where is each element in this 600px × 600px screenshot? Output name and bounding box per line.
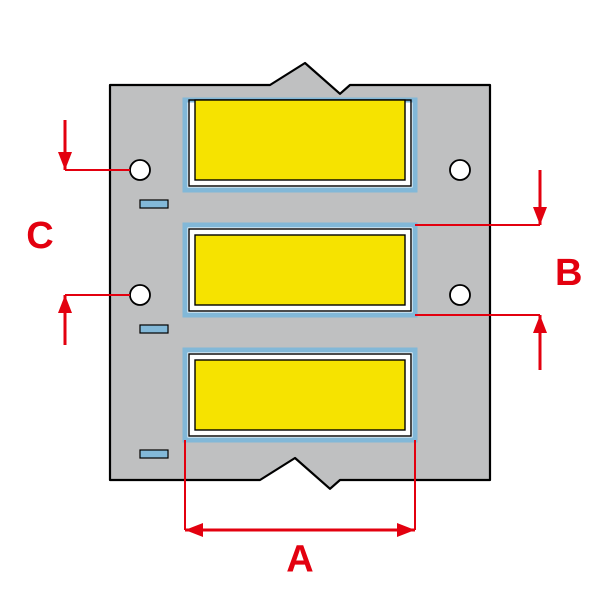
sprocket-hole-2-left	[130, 285, 150, 305]
reg-mark-3	[140, 450, 168, 458]
label-yellow-3	[195, 360, 405, 430]
sprocket-hole-1-left	[130, 160, 150, 180]
label-spec-diagram: C B A	[0, 0, 600, 600]
label-yellow-1	[195, 100, 405, 180]
label-yellow-2	[195, 235, 405, 305]
sprocket-hole-2-right	[450, 285, 470, 305]
dim-label-c: C	[26, 215, 53, 257]
dim-label-b: B	[555, 252, 582, 294]
reg-mark-2	[140, 325, 168, 333]
reg-mark-1	[140, 200, 168, 208]
dim-label-a: A	[286, 538, 313, 580]
sprocket-hole-1-right	[450, 160, 470, 180]
